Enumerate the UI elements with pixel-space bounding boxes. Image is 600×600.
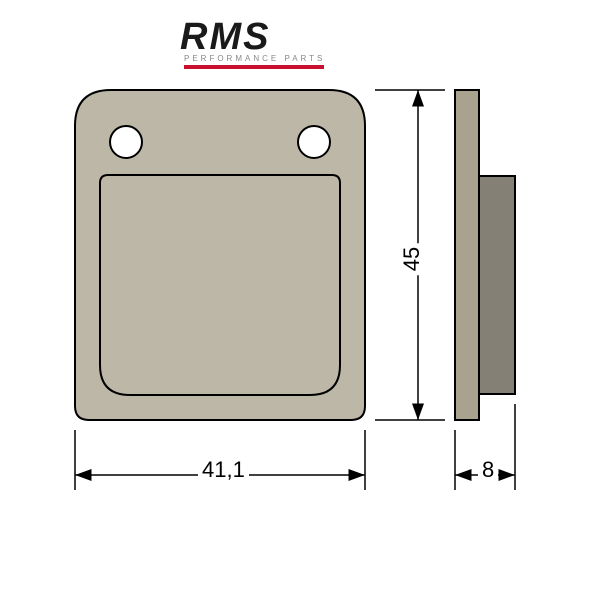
mounting-hole-left (110, 126, 142, 158)
dim-height-label: 45 (399, 243, 425, 275)
dim-thickness-label: 8 (478, 457, 498, 483)
mounting-hole-right (298, 126, 330, 158)
side-friction-material (479, 176, 515, 394)
dim-width-label: 41,1 (198, 457, 249, 483)
technical-drawing (0, 0, 600, 600)
side-backing-plate (455, 90, 479, 420)
